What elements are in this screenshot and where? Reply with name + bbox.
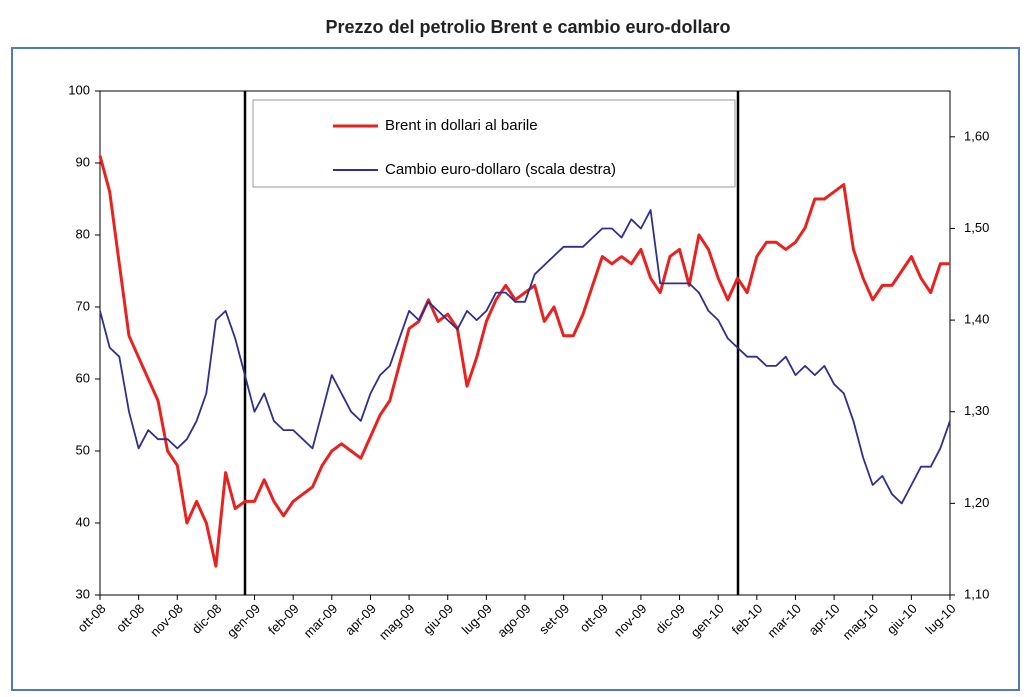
y-tick-label: 50 — [76, 442, 90, 457]
x-tick-label: mar-10 — [764, 601, 804, 641]
x-tick-label: lug-10 — [922, 601, 958, 637]
x-tick-label: giu-10 — [884, 601, 920, 637]
x-tick-label: dic-08 — [189, 601, 225, 637]
y2-tick-label: 1,10 — [964, 586, 989, 601]
y-tick-label: 90 — [76, 154, 90, 169]
x-tick-label: apr-10 — [805, 601, 842, 638]
y2-tick-label: 1,30 — [964, 403, 989, 418]
x-tick-label: ago-09 — [494, 601, 533, 640]
x-tick-label: gen-10 — [688, 601, 727, 640]
x-tick-label: mag-10 — [840, 601, 882, 643]
series-line — [99, 209, 951, 505]
y2-tick-label: 1,40 — [964, 312, 989, 327]
y2-tick-label: 1,20 — [964, 495, 989, 510]
legend-label: Brent in dollari al barile — [385, 117, 538, 134]
x-tick-label: nov-08 — [147, 601, 186, 640]
y2-tick-label: 1,60 — [964, 128, 989, 143]
x-tick-label: ott-09 — [577, 601, 611, 635]
y-tick-label: 80 — [76, 226, 90, 241]
x-tick-label: feb-09 — [265, 601, 302, 638]
chart-title: Prezzo del petrolio Brent e cambio euro-… — [325, 17, 730, 37]
x-tick-label: nov-09 — [611, 601, 650, 640]
x-tick-label: giu-09 — [420, 601, 456, 637]
y-tick-label: 100 — [68, 82, 90, 97]
x-tick-label: feb-10 — [729, 601, 766, 638]
y-tick-label: 60 — [76, 370, 90, 385]
x-tick-label: set-09 — [536, 601, 572, 637]
x-tick-label: ott-08 — [74, 601, 108, 635]
frame — [11, 47, 1020, 691]
y-tick-label: 40 — [76, 514, 90, 529]
x-tick-label: gen-09 — [224, 601, 263, 640]
x-tick-label: lug-09 — [459, 601, 495, 637]
x-tick-label: ott-08 — [113, 601, 147, 635]
legend-box — [252, 99, 736, 188]
x-tick-label: apr-09 — [342, 601, 379, 638]
series-line — [98, 155, 950, 568]
x-tick-label: dic-09 — [652, 601, 688, 637]
y2-tick-label: 1,50 — [964, 220, 989, 235]
legend-label: Cambio euro-dollaro (scala destra) — [385, 161, 616, 178]
x-tick-label: mag-09 — [376, 601, 418, 643]
x-tick-label: mar-09 — [301, 601, 341, 641]
y-tick-label: 30 — [76, 586, 90, 601]
y-tick-label: 70 — [76, 298, 90, 313]
